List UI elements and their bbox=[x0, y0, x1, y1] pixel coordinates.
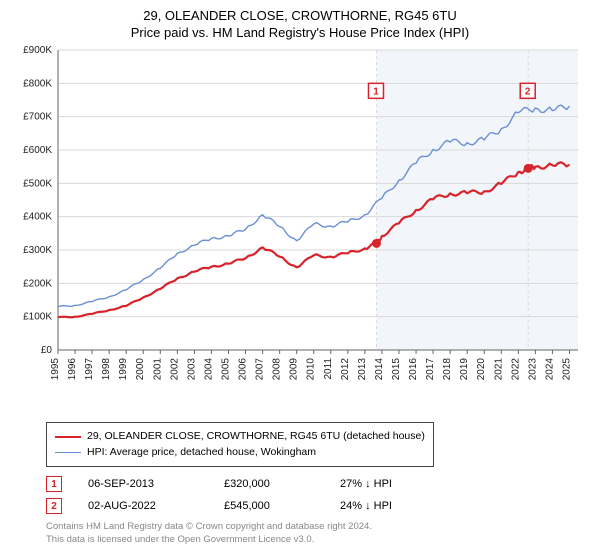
svg-text:2016: 2016 bbox=[408, 357, 419, 380]
svg-text:2: 2 bbox=[525, 86, 531, 97]
line-chart-svg: £0 £100K £200K £300K £400K £500K £600K £700K £80… bbox=[14, 46, 586, 386]
svg-text:2025: 2025 bbox=[561, 357, 572, 380]
svg-text:£900K: £900K bbox=[23, 46, 52, 56]
legend-label: 29, OLEANDER CLOSE, CROWTHORNE, RG45 6TU… bbox=[87, 429, 425, 445]
svg-text:2005: 2005 bbox=[220, 357, 231, 380]
svg-text:£100K: £100K bbox=[23, 311, 52, 322]
svg-text:2012: 2012 bbox=[340, 357, 351, 380]
svg-text:2000: 2000 bbox=[135, 357, 146, 380]
svg-text:2013: 2013 bbox=[357, 357, 368, 380]
legend-row: 29, OLEANDER CLOSE, CROWTHORNE, RG45 6TU… bbox=[55, 429, 425, 445]
legend-box: 29, OLEANDER CLOSE, CROWTHORNE, RG45 6TU… bbox=[46, 422, 434, 468]
sale-price: £320,000 bbox=[224, 478, 314, 490]
svg-text:2001: 2001 bbox=[152, 357, 163, 380]
sale-delta: 24% ↓ HPI bbox=[340, 500, 392, 512]
sale-row: 1 06-SEP-2013 £320,000 27% ↓ HPI bbox=[46, 473, 586, 495]
legend-swatch bbox=[55, 436, 81, 438]
sale-marker-icon: 1 bbox=[46, 476, 62, 492]
chart-area: £0 £100K £200K £300K £400K £500K £600K £700K £80… bbox=[14, 46, 586, 386]
chart-subtitle: Price paid vs. HM Land Registry's House … bbox=[14, 25, 586, 42]
svg-text:2021: 2021 bbox=[493, 357, 504, 380]
legend-swatch bbox=[55, 452, 81, 453]
svg-text:2015: 2015 bbox=[391, 357, 402, 380]
svg-text:1996: 1996 bbox=[67, 357, 78, 380]
chart-title-block: 29, OLEANDER CLOSE, CROWTHORNE, RG45 6TU… bbox=[14, 8, 586, 42]
legend-label: HPI: Average price, detached house, Woki… bbox=[87, 445, 316, 461]
svg-text:2019: 2019 bbox=[459, 357, 470, 380]
sale-marker-icon: 2 bbox=[46, 498, 62, 514]
svg-text:2017: 2017 bbox=[425, 357, 436, 380]
sale-date: 02-AUG-2022 bbox=[88, 500, 198, 512]
svg-text:£600K: £600K bbox=[23, 145, 52, 156]
svg-text:2006: 2006 bbox=[238, 357, 249, 380]
footer-line-2: This data is licensed under the Open Gov… bbox=[46, 534, 586, 546]
svg-text:£300K: £300K bbox=[23, 245, 52, 256]
svg-text:2008: 2008 bbox=[272, 357, 283, 380]
svg-text:1995: 1995 bbox=[50, 357, 61, 380]
svg-text:2018: 2018 bbox=[442, 357, 453, 380]
svg-text:2007: 2007 bbox=[255, 357, 266, 380]
svg-text:2003: 2003 bbox=[186, 357, 197, 380]
svg-text:2011: 2011 bbox=[323, 357, 334, 379]
svg-text:2010: 2010 bbox=[306, 357, 317, 380]
chart-container: 29, OLEANDER CLOSE, CROWTHORNE, RG45 6TU… bbox=[0, 0, 600, 560]
svg-text:2020: 2020 bbox=[476, 357, 487, 380]
sale-row: 2 02-AUG-2022 £545,000 24% ↓ HPI bbox=[46, 495, 586, 517]
sale-date: 06-SEP-2013 bbox=[88, 478, 198, 490]
svg-text:2002: 2002 bbox=[169, 357, 180, 380]
svg-text:1998: 1998 bbox=[101, 357, 112, 380]
svg-text:2009: 2009 bbox=[289, 357, 300, 380]
svg-text:£500K: £500K bbox=[23, 178, 52, 189]
footer-text: Contains HM Land Registry data © Crown c… bbox=[46, 521, 586, 546]
svg-text:2004: 2004 bbox=[203, 357, 214, 380]
svg-text:£0: £0 bbox=[41, 345, 53, 356]
svg-text:2023: 2023 bbox=[527, 357, 538, 380]
svg-text:2022: 2022 bbox=[510, 357, 521, 380]
sale-delta: 27% ↓ HPI bbox=[340, 478, 392, 490]
legend-row: HPI: Average price, detached house, Woki… bbox=[55, 445, 425, 461]
footer-line-1: Contains HM Land Registry data © Crown c… bbox=[46, 521, 586, 533]
sale-price: £545,000 bbox=[224, 500, 314, 512]
svg-text:1999: 1999 bbox=[118, 357, 129, 380]
svg-text:1: 1 bbox=[373, 86, 379, 97]
sales-table: 1 06-SEP-2013 £320,000 27% ↓ HPI 2 02-AUG-202… bbox=[46, 473, 586, 517]
svg-text:2024: 2024 bbox=[544, 357, 555, 380]
svg-text:£400K: £400K bbox=[23, 211, 52, 222]
svg-text:£700K: £700K bbox=[23, 111, 52, 122]
svg-text:2014: 2014 bbox=[374, 357, 385, 380]
svg-text:£200K: £200K bbox=[23, 278, 52, 289]
chart-address: 29, OLEANDER CLOSE, CROWTHORNE, RG45 6TU bbox=[14, 8, 586, 25]
svg-text:£800K: £800K bbox=[23, 78, 52, 89]
svg-text:1997: 1997 bbox=[84, 357, 95, 380]
